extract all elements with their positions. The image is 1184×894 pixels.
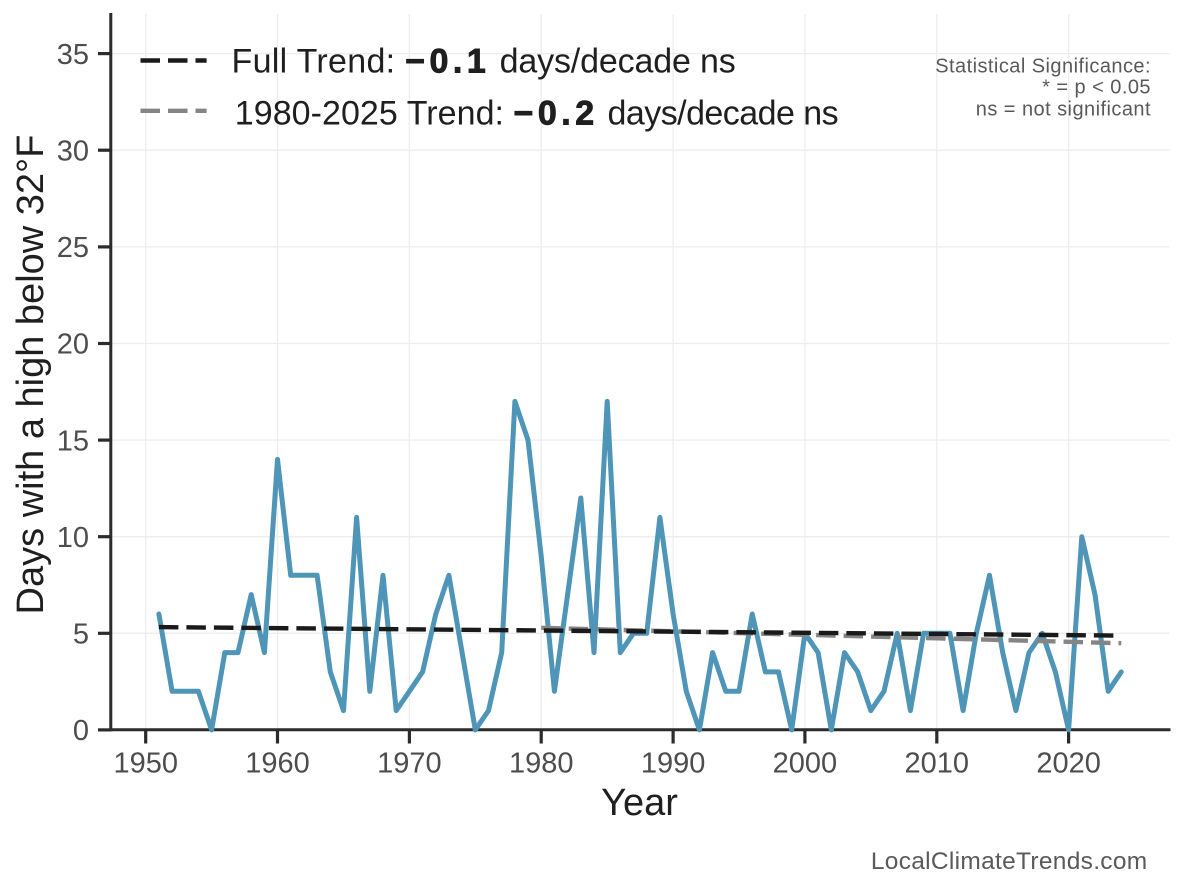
svg-text:30: 30 [57,135,89,167]
svg-text:2010: 2010 [905,747,970,779]
svg-text:35: 35 [57,39,89,71]
svg-text:1970: 1970 [377,747,442,779]
svg-text:Full Trend: −0.1 days/decade n: Full Trend: −0.1 days/decade ns [232,42,736,80]
svg-text:2000: 2000 [773,747,838,779]
svg-text:1990: 1990 [641,747,706,779]
svg-text:0: 0 [73,715,89,747]
svg-text:1950: 1950 [113,747,178,779]
svg-text:5: 5 [73,619,89,651]
svg-text:LocalClimateTrends.com: LocalClimateTrends.com [871,848,1148,875]
svg-text:Year: Year [601,782,678,824]
svg-text:1980: 1980 [509,747,574,779]
svg-text:1980-2025 Trend: −0.2 days/dec: 1980-2025 Trend: −0.2 days/decade ns [235,95,838,133]
svg-text:20: 20 [57,329,89,361]
svg-text:25: 25 [57,232,89,264]
svg-text:ns = not significant: ns = not significant [976,99,1151,121]
svg-text:Statistical Significance:: Statistical Significance: [935,55,1151,77]
svg-text:1960: 1960 [245,747,310,779]
svg-text:* = p < 0.05: * = p < 0.05 [1042,77,1151,99]
svg-text:15: 15 [57,425,89,457]
svg-text:Days with a high below 32°F: Days with a high below 32°F [10,135,52,615]
svg-text:10: 10 [57,522,89,554]
svg-text:2020: 2020 [1036,747,1101,779]
